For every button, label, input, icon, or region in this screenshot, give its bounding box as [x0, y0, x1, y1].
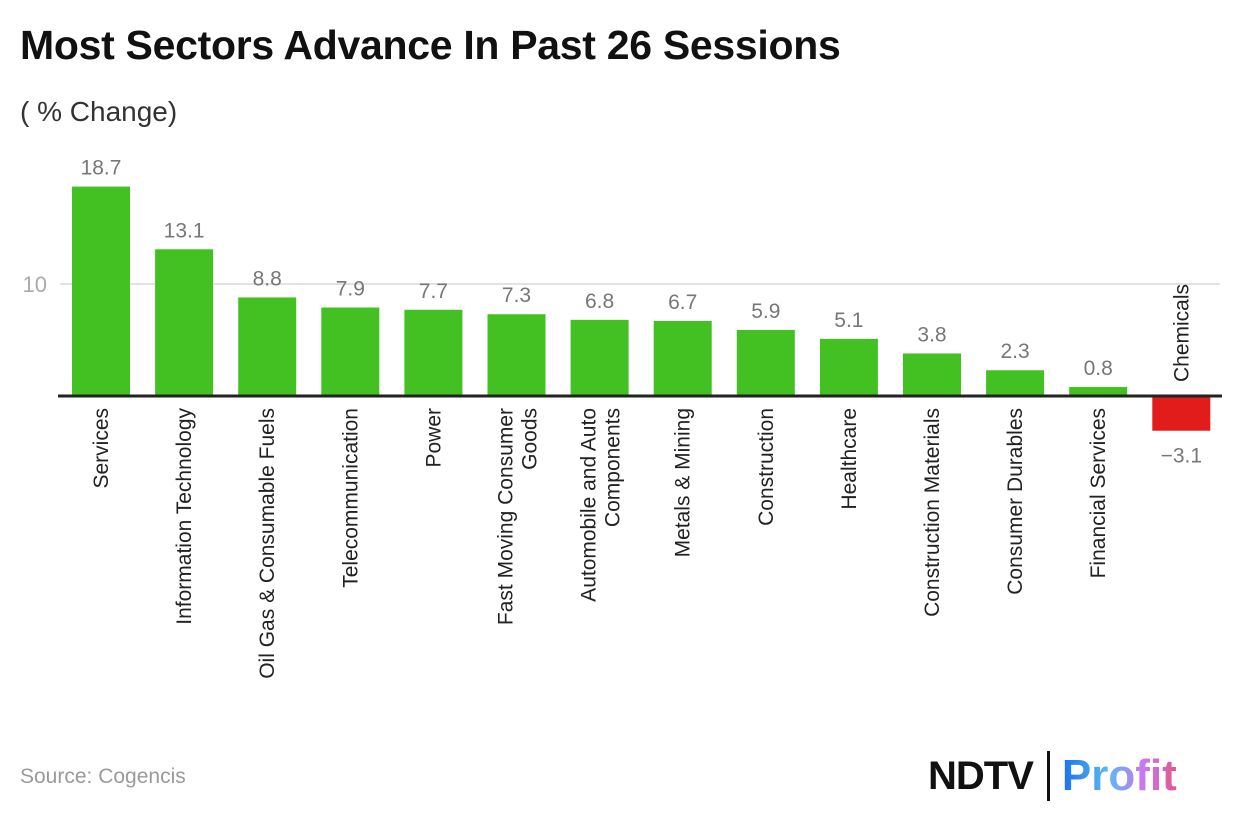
bar [72, 186, 130, 396]
bar [155, 249, 214, 396]
logo-profit: Profit [1061, 751, 1177, 800]
data-label: 13.1 [164, 219, 205, 242]
data-label: 7.3 [502, 284, 531, 307]
y-tick-label: 10 [23, 272, 47, 297]
bar [487, 314, 546, 396]
x-tick-label: Fast Moving ConsumerGoods [495, 408, 542, 625]
data-label: 8.8 [253, 267, 282, 290]
x-tick-label: Telecommunication [339, 408, 362, 588]
x-tick-label: Chemicals [1170, 284, 1193, 382]
x-tick-label: Oil Gas & Consumable Fuels [256, 408, 279, 679]
x-tick-label: Consumer Durables [1004, 408, 1027, 595]
bar [1152, 396, 1211, 431]
x-tick-label: Metals & Mining [672, 408, 695, 557]
bar [1069, 387, 1128, 396]
data-label: 0.8 [1084, 357, 1113, 380]
chart-title: Most Sectors Advance In Past 26 Sessions [20, 22, 841, 68]
x-tick-label: Construction Materials [921, 408, 944, 617]
data-label: 7.9 [336, 278, 365, 301]
logo-ndtv: NDTV [928, 753, 1034, 798]
data-label: 18.7 [81, 157, 122, 180]
x-tick-label: Healthcare [838, 408, 861, 510]
x-tick-label: Construction [755, 408, 778, 526]
x-tick-label: Financial Services [1087, 408, 1110, 578]
bar [321, 307, 380, 396]
data-label: 6.7 [668, 291, 697, 314]
bar [736, 329, 795, 396]
data-label: 2.3 [1000, 340, 1029, 363]
data-label: −3.1 [1161, 445, 1202, 468]
x-tick-label: Power [422, 408, 445, 468]
x-tick-label: Information Technology [173, 408, 196, 625]
data-label: 5.9 [751, 300, 780, 323]
bar [404, 309, 463, 396]
ndtv-profit-logo: NDTV Profit [928, 748, 1177, 804]
data-label: 3.8 [917, 323, 946, 346]
data-label: 5.1 [834, 309, 863, 332]
x-tick-label: Automobile and AutoComponents [578, 408, 625, 602]
data-label: 6.8 [585, 290, 614, 313]
data-label: 7.7 [419, 280, 448, 303]
bar [238, 297, 297, 396]
bar-chart: 10 18.7 Services 13.1 Information Technology… [23, 157, 1222, 679]
x-tick-label: Services [90, 408, 113, 489]
source-note: Source: Cogencis [20, 765, 186, 788]
chart-subtitle: ( % Change) [20, 96, 178, 127]
bar [903, 353, 961, 396]
bar [986, 370, 1045, 396]
logo-divider [1046, 751, 1050, 801]
bar [570, 319, 629, 396]
bar [653, 320, 712, 396]
bar [819, 338, 878, 396]
